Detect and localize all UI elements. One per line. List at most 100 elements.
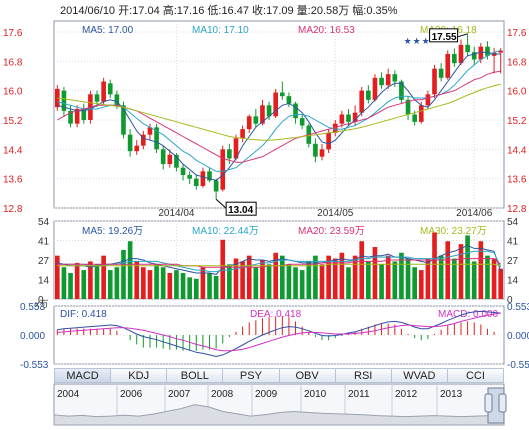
vol-ma-line-ma30 xyxy=(57,263,501,267)
y-tick-right: 14.4 xyxy=(507,145,527,156)
candle-body xyxy=(471,52,477,60)
y-tick-left: 17.6 xyxy=(3,28,23,39)
x-tick: 2014/06 xyxy=(456,208,493,219)
volume-unit: x万 xyxy=(35,299,49,309)
volume-bar xyxy=(81,270,87,299)
year-label: 2012 xyxy=(395,389,418,400)
event-star-icon: ★ xyxy=(404,36,412,46)
candle-body xyxy=(200,171,206,186)
y-tick-right: -0.553 xyxy=(507,360,529,371)
volume-bar xyxy=(372,247,378,299)
candle-body xyxy=(160,149,166,164)
volume-bar xyxy=(121,249,126,299)
volume-bar xyxy=(385,255,391,299)
candle-body xyxy=(385,74,391,86)
volume-bar xyxy=(286,264,292,299)
y-tick-right: 0.553 xyxy=(507,302,529,313)
volume-bar xyxy=(299,270,305,299)
x-tick: 2014/05 xyxy=(317,208,354,219)
volume-bar xyxy=(88,261,93,299)
event-star-icon: ★ xyxy=(422,36,430,46)
volume-bar xyxy=(193,278,199,299)
volume-bar xyxy=(465,235,470,299)
candle-body xyxy=(452,54,457,64)
volume-bar xyxy=(141,267,146,299)
candle-body xyxy=(293,103,298,119)
legend-dea: DEA: 0.418 xyxy=(250,309,302,320)
candle-body xyxy=(167,154,173,164)
year-label: 2009 xyxy=(255,389,278,400)
volume-bar xyxy=(452,258,457,299)
candle-body xyxy=(286,96,292,104)
volume-bar xyxy=(485,255,490,299)
candle-body xyxy=(339,114,345,124)
candle-body xyxy=(332,123,338,133)
legend-dif: DIF: 0.418 xyxy=(60,309,107,320)
candle-body xyxy=(154,127,159,150)
y-tick-right: 27 xyxy=(507,256,519,267)
candle-body xyxy=(260,105,265,124)
candle-body xyxy=(498,50,504,53)
dif-line xyxy=(57,310,501,358)
y-tick-right: 41 xyxy=(507,237,519,248)
candle-body xyxy=(425,94,431,106)
candle-body xyxy=(141,134,146,146)
candle-body xyxy=(438,68,444,78)
tab-macd[interactable]: MACD xyxy=(54,368,112,383)
volume-bar xyxy=(68,273,73,299)
vol-ma-line-ma5 xyxy=(57,245,502,275)
candle-body xyxy=(240,129,245,139)
tab-rsi[interactable]: RSI xyxy=(335,368,392,383)
candle-body xyxy=(174,154,179,168)
y-tick-right: 15.2 xyxy=(507,116,527,127)
candle-body xyxy=(246,116,252,130)
y-tick-left: 14 xyxy=(38,276,50,287)
timeline-area xyxy=(53,404,505,426)
tab-wvad[interactable]: WVAD xyxy=(391,368,448,383)
volume-bar xyxy=(379,264,384,299)
candle-body xyxy=(485,46,490,56)
candle-body xyxy=(94,94,100,102)
high-pointer xyxy=(457,33,468,38)
tab-boll[interactable]: BOLL xyxy=(167,368,224,383)
volume-bar xyxy=(253,267,259,299)
indicator-tabs: MACD KDJ BOLL PSY OBV RSI WVAD CCI xyxy=(54,368,504,383)
tab-cci[interactable]: CCI xyxy=(447,368,504,383)
tab-kdj[interactable]: KDJ xyxy=(111,368,168,383)
candle-body xyxy=(279,92,285,97)
year-label: 2006 xyxy=(120,389,143,400)
volume-bar xyxy=(412,267,417,299)
volume-bar xyxy=(266,264,272,299)
volume-bar xyxy=(319,264,325,299)
volume-bar xyxy=(180,273,186,299)
y-tick-left: 15.2 xyxy=(3,116,23,127)
candle-body xyxy=(233,138,239,159)
y-tick-right: 16.0 xyxy=(507,87,527,98)
candle-body xyxy=(207,171,212,181)
candle-body xyxy=(180,167,186,175)
y-tick-left: 27 xyxy=(38,256,50,267)
volume-bar xyxy=(432,232,437,299)
year-label: 2013 xyxy=(440,389,463,400)
timeline-navigator[interactable]: 2004 2006 2007 2008 2009 2010 2011 2012 2013 xyxy=(53,383,507,426)
candle-body xyxy=(478,46,484,60)
candle-body xyxy=(299,118,305,126)
x-tick: 2014/04 xyxy=(158,208,195,219)
tab-psy[interactable]: PSY xyxy=(223,368,280,383)
tab-obv[interactable]: OBV xyxy=(279,368,336,383)
candle-body xyxy=(359,90,365,113)
candle-body xyxy=(107,83,113,95)
volume-bar xyxy=(200,267,206,299)
price-panel: 17.6 17.6 16.8 16.8 16.0 16.0 15.2 15.2 14.4 14.4… xyxy=(3,20,527,219)
candle-body xyxy=(187,175,192,179)
low-value: 13.04 xyxy=(228,205,253,216)
candle-body xyxy=(326,132,331,150)
volume-bar xyxy=(240,261,245,299)
volume-bar xyxy=(101,255,106,299)
year-label: 2004 xyxy=(57,389,80,400)
y-tick-left: 0 xyxy=(38,295,44,306)
candle-body xyxy=(220,149,226,190)
range-handle-right xyxy=(498,393,507,413)
candle-body xyxy=(392,74,398,82)
